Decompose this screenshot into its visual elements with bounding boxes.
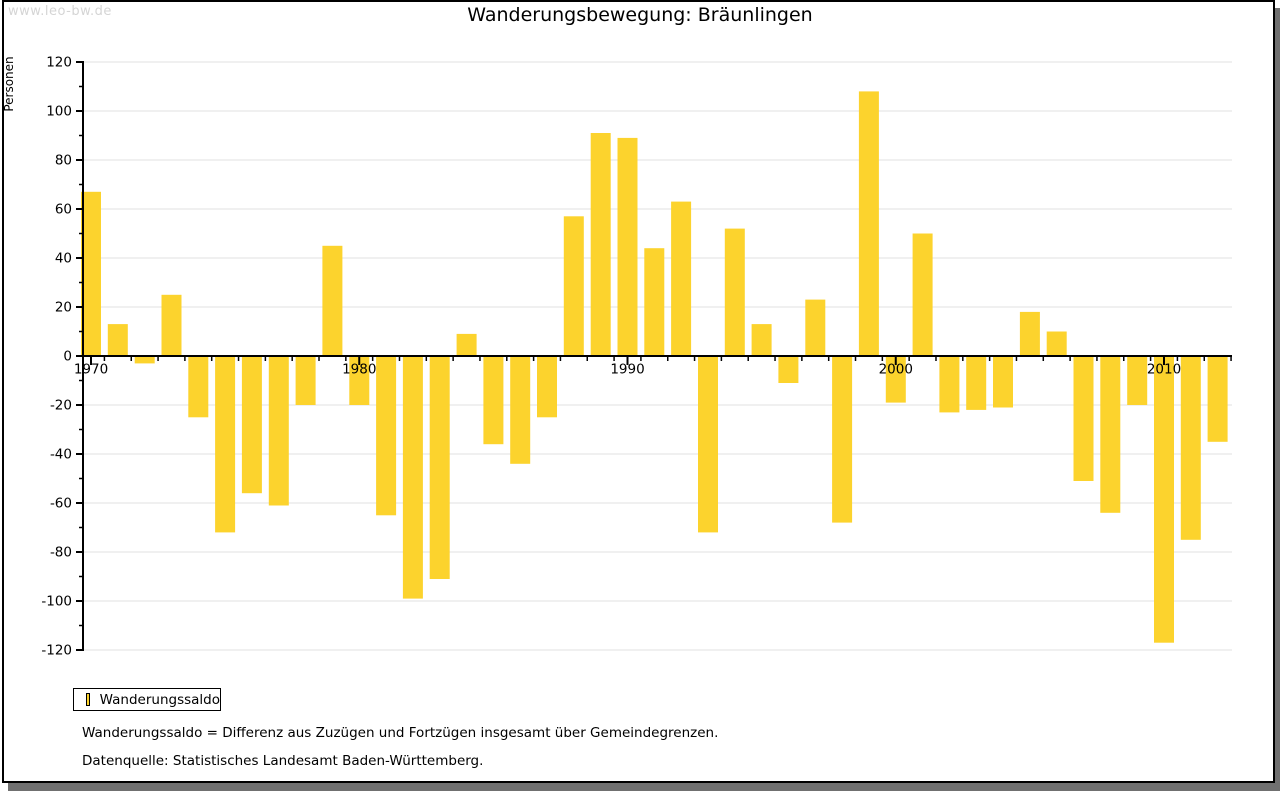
- bar-1971: [107, 324, 128, 356]
- bar-1985: [483, 356, 504, 445]
- bar-2006: [1046, 331, 1067, 356]
- bar-1980: [349, 356, 370, 405]
- bar-1997: [805, 299, 826, 356]
- bar-1984: [456, 333, 477, 356]
- bar-2004: [993, 356, 1013, 408]
- frame-shadow-right: [1275, 8, 1280, 791]
- legend-swatch-icon: [86, 693, 90, 706]
- frame-shadow-bottom: [8, 783, 1280, 791]
- bar-2005: [1019, 311, 1040, 356]
- y-tick-label-100: 100: [46, 104, 72, 120]
- bar-1999: [858, 91, 879, 357]
- legend-label: Wanderungssaldo: [99, 691, 220, 708]
- bar-1986: [510, 356, 531, 464]
- bar-1998: [832, 356, 853, 523]
- bar-2003: [966, 356, 987, 410]
- bar-2007: [1073, 356, 1094, 481]
- bar-1990: [617, 137, 638, 356]
- y-tick-label-20: 20: [55, 300, 72, 316]
- y-tick-label--80: -80: [50, 545, 72, 561]
- bar-1974: [188, 356, 209, 418]
- bar-1982: [402, 356, 423, 599]
- y-tick-label-120: 120: [46, 55, 72, 71]
- bar-1989: [590, 133, 611, 356]
- x-tick-label-1990: 1990: [610, 362, 644, 378]
- bar-1983: [429, 356, 450, 579]
- y-tick-label--120: -120: [41, 643, 72, 659]
- y-tick-label--20: -20: [50, 398, 72, 414]
- y-tick-label--40: -40: [50, 447, 72, 463]
- bar-1979: [322, 245, 343, 357]
- bar-1991: [644, 248, 665, 356]
- x-tick-label-2010: 2010: [1147, 362, 1181, 378]
- y-tick-label--60: -60: [50, 496, 72, 512]
- bar-1988: [563, 216, 584, 356]
- bar-2012: [1207, 356, 1228, 442]
- y-tick-label-80: 80: [55, 153, 72, 169]
- x-tick-label-1970: 1970: [74, 362, 108, 378]
- bar-1970: [81, 191, 101, 356]
- bar-1995: [751, 324, 772, 356]
- y-tick-label--100: -100: [41, 594, 72, 610]
- x-tick-label-2000: 2000: [879, 362, 913, 378]
- bar-2002: [939, 356, 960, 413]
- bar-1978: [295, 356, 316, 405]
- bar-2009: [1127, 356, 1148, 405]
- bar-1976: [241, 356, 262, 494]
- bar-2001: [912, 233, 933, 356]
- bar-1972: [134, 356, 155, 364]
- bar-1981: [376, 356, 397, 516]
- bar-1993: [698, 356, 718, 533]
- bar-1996: [778, 356, 799, 383]
- axes: 1970 1980 1990 2000 2010 -120 -100 -80 -60 -40 -20…: [41, 55, 1232, 659]
- bars: [81, 91, 1228, 643]
- footnote-definition: Wanderungssaldo = Differenz aus Zuzügen …: [82, 725, 719, 741]
- y-tick-label-0: 0: [63, 349, 72, 365]
- bar-2000: [885, 356, 906, 403]
- bar-2010: [1154, 356, 1174, 643]
- y-tick-label-40: 40: [55, 251, 72, 267]
- watermark: www.leo-bw.de: [8, 4, 112, 19]
- bar-1973: [161, 294, 182, 357]
- chart-title: Wanderungsbewegung: Bräunlingen: [467, 4, 813, 26]
- legend-box: Wanderungssaldo: [73, 688, 221, 711]
- bar-2008: [1100, 356, 1121, 513]
- bar-1994: [724, 228, 745, 356]
- y-tick-label-60: 60: [55, 202, 72, 218]
- bar-2011: [1180, 356, 1201, 540]
- footnote-source: Datenquelle: Statistisches Landesamt Bad…: [82, 753, 484, 769]
- bar-1977: [268, 356, 289, 506]
- bar-1975: [215, 356, 236, 533]
- x-tick-label-1980: 1980: [342, 362, 376, 378]
- bar-1987: [537, 356, 557, 418]
- bar-1992: [671, 201, 692, 356]
